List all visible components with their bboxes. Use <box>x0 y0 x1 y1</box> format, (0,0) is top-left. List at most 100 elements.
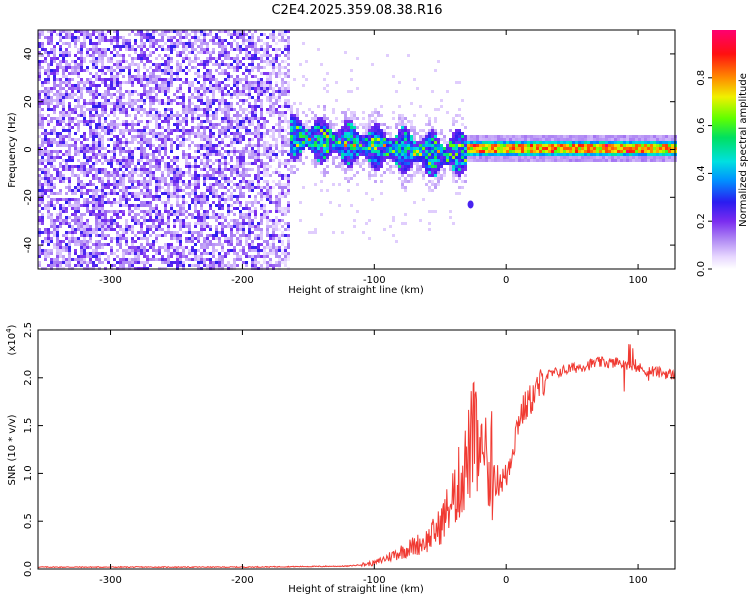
spectrogram-cell <box>179 252 182 255</box>
spectrogram-cell <box>134 51 137 54</box>
spectrogram-cell <box>161 234 164 237</box>
spectrogram-cell <box>62 135 65 138</box>
spectrogram-cell <box>260 144 263 147</box>
spectrogram-cell <box>233 30 236 33</box>
spectrogram-cell <box>47 78 50 81</box>
spectrogram-cell <box>56 105 59 108</box>
spectrogram-cell <box>254 234 257 237</box>
spectrogram-cell <box>101 114 104 117</box>
spectrogram-cell <box>38 45 41 48</box>
spectrogram-cell <box>116 249 119 252</box>
spectrogram-cell <box>125 243 128 246</box>
spectrogram-cell <box>251 243 254 246</box>
spectrogram-cell <box>137 255 140 258</box>
spectrogram-cell <box>104 96 107 99</box>
spectrogram-cell <box>185 117 188 120</box>
spectrogram-cell <box>248 123 251 126</box>
spectrogram-cell <box>77 123 80 126</box>
spectrogram-cell <box>98 102 101 105</box>
spectrogram-cell <box>56 243 59 246</box>
spectrogram-cell <box>44 150 47 153</box>
spectrogram-cell <box>176 240 179 243</box>
spectrogram-cell <box>74 189 77 192</box>
spectrogram-cell <box>128 204 131 207</box>
spectrogram-cell <box>275 252 278 255</box>
spectrogram-cell <box>92 138 95 141</box>
spectrogram-cell <box>179 102 182 105</box>
spectrogram-cell <box>350 114 353 117</box>
spectrogram-cell <box>239 216 242 219</box>
spectrogram-cell <box>59 261 62 264</box>
spectrogram-cell <box>116 75 119 78</box>
spectrogram-cell <box>227 78 230 81</box>
spectrogram-cell <box>251 261 254 264</box>
spectrogram-cell <box>143 150 146 153</box>
spectrogram-cell <box>122 165 125 168</box>
spectrogram-cell <box>125 45 128 48</box>
spectrogram-cell <box>107 138 110 141</box>
spectrogram-cell <box>380 129 383 132</box>
spectrogram-cell <box>227 177 230 180</box>
spectrogram-cell <box>143 45 146 48</box>
spectrogram-cell <box>389 168 392 171</box>
spectrogram-cell <box>272 243 275 246</box>
spectrogram-cell <box>47 207 50 210</box>
spectrogram-cell <box>125 81 128 84</box>
spectrogram-cell <box>50 261 53 264</box>
spectrogram-cell <box>344 153 347 156</box>
spectrogram-cell <box>50 42 53 45</box>
spectrogram-cell <box>188 240 191 243</box>
spectrogram-cell <box>245 180 248 183</box>
spectrogram-cell <box>107 255 110 258</box>
spectrogram-cell <box>140 36 143 39</box>
spectrogram-cell <box>149 204 152 207</box>
spectrogram-cell <box>236 231 239 234</box>
spectrogram-cell <box>332 156 335 159</box>
spectrogram-cell <box>239 48 242 51</box>
spectrogram-cell <box>53 30 56 33</box>
spectrogram-cell <box>245 174 248 177</box>
spectrogram-cell <box>140 153 143 156</box>
spectrogram-cell <box>212 261 215 264</box>
spectrogram-cell <box>293 120 296 123</box>
spectrogram-cell <box>80 258 83 261</box>
spectrogram-cell <box>314 162 317 165</box>
spectrogram-cell <box>71 87 74 90</box>
spectrogram-cell <box>95 123 98 126</box>
spectrogram-cell <box>41 201 44 204</box>
spectrogram-cell <box>104 159 107 162</box>
spectrogram-cell <box>65 165 68 168</box>
spectrogram-cell <box>221 108 224 111</box>
spectrogram-cell <box>299 150 302 153</box>
spectrogram-cell <box>47 234 50 237</box>
spectrogram-cell <box>182 252 185 255</box>
spectrogram-cell <box>74 45 77 48</box>
spectrogram-cell <box>338 129 341 132</box>
spectrogram-cell <box>287 255 290 258</box>
spectrogram-cell <box>65 69 68 72</box>
spectrogram-cell <box>278 246 281 249</box>
spectrogram-cell <box>104 33 107 36</box>
spectrogram-cell <box>167 186 170 189</box>
spectrogram-cell <box>221 138 224 141</box>
spectrogram-cell <box>149 102 152 105</box>
spectrogram-cell <box>176 30 179 33</box>
spectrogram-cell <box>389 147 392 150</box>
spectrogram-cell <box>215 243 218 246</box>
spectrogram-cell <box>101 180 104 183</box>
spectrogram-cell <box>206 243 209 246</box>
spectrogram-cell <box>284 30 287 33</box>
spectrogram-cell <box>227 57 230 60</box>
spectrogram-cell <box>152 198 155 201</box>
spectrogram-cell <box>251 81 254 84</box>
spectrogram-cell <box>176 75 179 78</box>
spectrogram-cell <box>134 138 137 141</box>
spectrogram-cell <box>53 261 56 264</box>
spectrogram-cell <box>227 114 230 117</box>
spectrogram-cell <box>59 45 62 48</box>
spectrogram-cell <box>362 144 365 147</box>
spectrogram-cell <box>98 219 101 222</box>
spectrogram-cell <box>272 222 275 225</box>
spectrogram-cell <box>392 159 395 162</box>
spectrogram-cell <box>299 129 302 132</box>
